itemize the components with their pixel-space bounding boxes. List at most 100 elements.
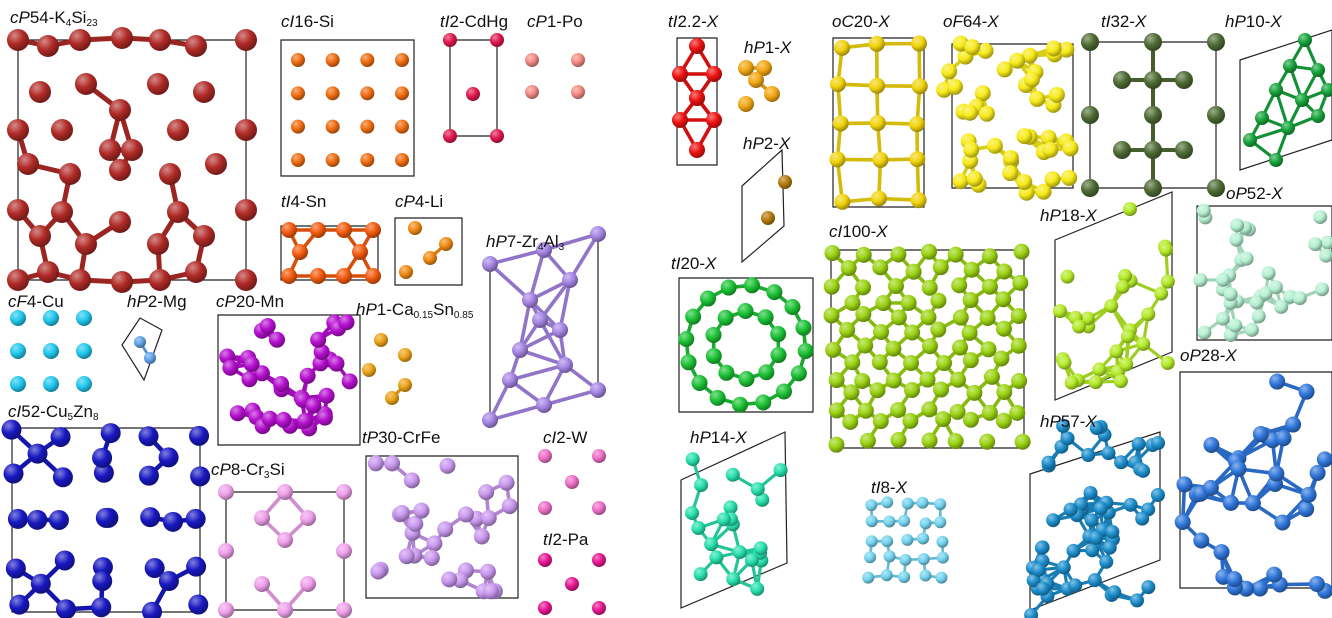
atom — [7, 29, 29, 51]
atom — [1144, 71, 1162, 89]
atom — [1202, 479, 1219, 496]
atom — [325, 153, 340, 167]
atom — [720, 279, 737, 296]
atom — [1193, 532, 1210, 549]
atom — [1319, 248, 1332, 263]
atom — [571, 85, 585, 99]
atom — [921, 338, 938, 355]
atom — [490, 129, 504, 143]
atom — [134, 336, 146, 348]
atom — [167, 201, 189, 223]
atom — [299, 367, 316, 384]
atom — [1244, 495, 1261, 512]
atom — [310, 268, 326, 284]
atom — [281, 222, 297, 238]
atom-count: 2- — [449, 12, 465, 31]
atom — [883, 515, 896, 528]
atom — [1011, 372, 1028, 389]
formula-part: Sn — [305, 192, 327, 211]
structure-x-ti8 — [862, 496, 949, 584]
atom — [398, 548, 415, 565]
structure-si — [280, 39, 415, 177]
atom — [921, 401, 938, 418]
pearson-symbol: cP — [395, 192, 415, 211]
atom — [565, 475, 579, 489]
bond — [538, 278, 572, 322]
atom — [29, 81, 51, 103]
atom — [138, 465, 159, 486]
atom — [1281, 121, 1295, 135]
atom — [1081, 33, 1099, 51]
atom — [592, 501, 606, 515]
atom — [7, 269, 29, 291]
atom — [1266, 566, 1283, 583]
atom — [902, 412, 919, 429]
atom — [689, 38, 705, 54]
atom — [840, 260, 857, 277]
atom — [919, 569, 932, 582]
atom — [37, 35, 59, 57]
pearson-symbol: tI — [668, 12, 678, 31]
atom — [995, 320, 1012, 337]
formula-part: X — [1270, 12, 1282, 31]
atom — [76, 376, 92, 392]
atom — [986, 137, 1003, 154]
atom — [1026, 573, 1041, 588]
atom — [1269, 153, 1283, 167]
atom-count: 100- — [842, 222, 877, 241]
atom — [974, 85, 991, 102]
atom — [857, 402, 874, 419]
atom — [552, 322, 568, 338]
atom — [399, 265, 413, 279]
formula-part: Sn — [433, 300, 454, 319]
atom — [1226, 571, 1243, 588]
atom — [1064, 375, 1079, 390]
atom — [1229, 232, 1244, 247]
atom — [336, 602, 352, 618]
atom — [770, 347, 787, 364]
atom — [823, 307, 840, 324]
atom — [839, 321, 856, 338]
atom — [881, 496, 894, 509]
atom — [384, 455, 401, 472]
atom — [864, 551, 877, 564]
structure-x-hp2 — [741, 148, 792, 264]
atom — [1088, 530, 1103, 545]
atom — [855, 279, 872, 296]
atom — [738, 370, 755, 387]
unit-cell-outline — [678, 277, 814, 413]
structure-pa — [538, 553, 606, 615]
structure-label-x-op28: oP28-X — [1180, 346, 1237, 366]
atom — [51, 201, 73, 223]
atom — [977, 42, 994, 59]
atom — [732, 545, 747, 560]
atom — [370, 563, 387, 580]
atom — [1102, 540, 1117, 555]
atom — [1009, 52, 1026, 69]
atom — [69, 269, 91, 291]
atom — [963, 261, 980, 278]
atom — [829, 76, 846, 93]
atom — [694, 478, 709, 493]
atom — [952, 339, 969, 356]
atom — [1215, 311, 1230, 326]
atom — [1311, 109, 1325, 123]
atom — [365, 268, 381, 284]
atom — [898, 571, 911, 584]
atom — [1151, 436, 1166, 451]
structure-x-hp14 — [680, 431, 788, 609]
atom — [978, 105, 995, 122]
atom — [562, 272, 578, 288]
atom — [1093, 501, 1108, 516]
structure-label-x-ti20: tI20-X — [671, 254, 716, 274]
structure-label-li: cP4-Li — [395, 192, 443, 212]
atom — [680, 354, 697, 371]
atom — [1034, 540, 1049, 555]
pearson-symbol: hP — [356, 300, 377, 319]
atom — [54, 550, 75, 571]
atom — [439, 237, 453, 251]
unit-cell-outline — [1179, 371, 1332, 589]
atom — [482, 583, 499, 600]
atom — [825, 341, 842, 358]
atom — [1010, 337, 1027, 354]
